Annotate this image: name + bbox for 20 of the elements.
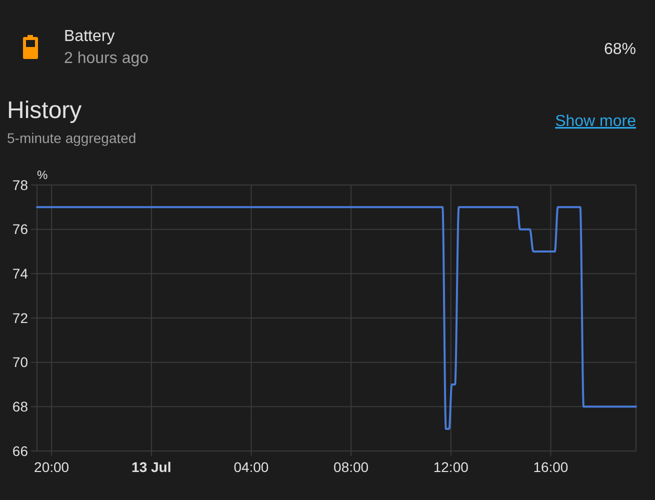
y-tick-label: 66	[12, 442, 28, 459]
x-tick-label: 20:00	[34, 459, 70, 475]
text: Show more	[555, 113, 636, 130]
y-tick-label: 78	[12, 176, 28, 193]
x-tick-label: 08:00	[334, 459, 369, 475]
x-tick-label: 13 Jul	[132, 459, 172, 475]
y-axis-title: %	[37, 168, 48, 182]
chart-subtitle: 5-minute aggregated	[7, 130, 136, 146]
y-tick-label: 74	[12, 266, 28, 282]
y-tick-label: 72	[12, 310, 28, 326]
x-tick-label: 16:00	[533, 459, 568, 475]
chart-title: History	[7, 97, 82, 124]
x-tick-label: 12:00	[433, 459, 469, 475]
text: Battery	[64, 28, 115, 45]
y-tick-label: 68	[12, 398, 28, 415]
text: 68%	[604, 41, 636, 58]
text: 2 hours ago	[64, 50, 149, 67]
y-tick-label: 70	[12, 354, 28, 370]
x-tick-label: 04:00	[234, 459, 269, 475]
y-tick-label: 76	[12, 221, 28, 238]
